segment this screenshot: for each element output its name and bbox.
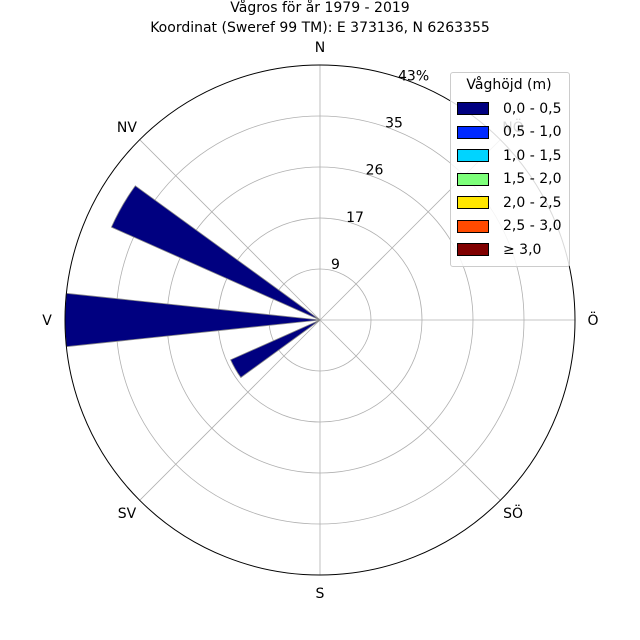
legend-item: ≥ 3,0 [457, 238, 561, 262]
radial-tick-label: 35 [385, 116, 403, 132]
legend-label: 1,0 - 1,5 [503, 147, 562, 164]
grid-spoke [319, 319, 501, 501]
direction-label: NV [117, 120, 137, 136]
radial-tick-label: 43% [398, 68, 429, 84]
radial-tick-label: 17 [346, 210, 364, 226]
direction-label: S [316, 586, 325, 602]
legend-item: 0,5 - 1,0 [457, 121, 561, 145]
radial-tick-labels: 9 17 26 35 43% [331, 68, 429, 272]
polar-grid [65, 65, 575, 575]
direction-label: N [315, 40, 325, 56]
legend-swatch [457, 102, 489, 116]
legend-swatch [457, 243, 489, 257]
grid-spoke [139, 139, 321, 321]
legend-swatch [457, 125, 489, 139]
legend-label: 2,0 - 2,5 [503, 194, 562, 211]
legend-label: 1,5 - 2,0 [503, 171, 562, 188]
legend-items: 0,0 - 0,5 0,5 - 1,0 1,0 - 1,5 1,5 - 2,0 2,0 … [457, 97, 561, 262]
bar-300 [110, 185, 321, 321]
polar-outer-ring [64, 64, 576, 576]
legend-title: Våghöjd (m) [466, 77, 552, 93]
bar-240 [230, 319, 321, 379]
legend-label: 2,5 - 3,0 [503, 218, 562, 235]
direction-label: Ö [587, 311, 598, 329]
legend-label: ≥ 3,0 [503, 241, 542, 258]
chart-title: Vågros för år 1979 - 2019 [230, 0, 410, 16]
legend-swatch [457, 149, 489, 163]
wave-rose-bars [64, 185, 321, 379]
legend-swatch [457, 172, 489, 186]
direction-label: SV [118, 506, 137, 522]
legend-swatch [457, 196, 489, 210]
legend-item: 2,5 - 3,0 [457, 215, 561, 239]
radial-tick-label: 9 [331, 257, 340, 273]
direction-label: V [42, 313, 52, 329]
legend-item: 1,5 - 2,0 [457, 168, 561, 192]
legend-label: 0,5 - 1,0 [503, 124, 562, 141]
grid-spoke [139, 319, 321, 501]
radial-tick-label: 26 [366, 163, 384, 179]
legend-item: 0,0 - 0,5 [457, 97, 561, 121]
legend: Våghöjd (m) 0,0 - 0,5 0,5 - 1,0 1,0 - 1,5 1… [450, 72, 570, 267]
legend-swatch [457, 219, 489, 233]
direction-label: SÖ [503, 504, 523, 522]
legend-item: 1,0 - 1,5 [457, 144, 561, 168]
legend-label: 0,0 - 0,5 [503, 100, 562, 117]
legend-item: 2,0 - 2,5 [457, 191, 561, 215]
chart-subtitle: Koordinat (Sweref 99 TM): E 373136, N 62… [150, 20, 490, 36]
